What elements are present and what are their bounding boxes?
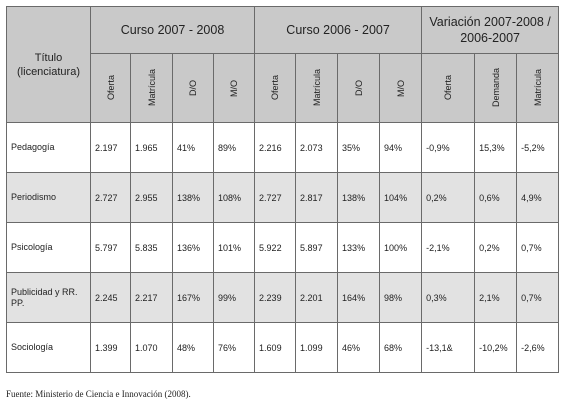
table-cell: -0,9% bbox=[421, 122, 476, 173]
table-cell: -2,1% bbox=[421, 222, 476, 273]
table-cell: 48% bbox=[172, 322, 214, 373]
subheader-label: D/O bbox=[188, 79, 198, 96]
table-cell: 46% bbox=[337, 322, 381, 373]
header-row-subheaders: Oferta Matrícula D/O M/O Oferta Matrícul… bbox=[7, 53, 560, 123]
table-cell: -5,2% bbox=[516, 122, 560, 173]
table-cell: 76% bbox=[212, 322, 256, 373]
subheader-label: D/O bbox=[353, 79, 364, 96]
table-cell: 15,3% bbox=[474, 122, 518, 173]
table-cell: 0,2% bbox=[474, 222, 518, 273]
table-cell: 1.099 bbox=[295, 322, 339, 373]
table-cell: 98% bbox=[379, 272, 423, 323]
table-cell: 136% bbox=[172, 222, 214, 273]
subheader-d-o: D/O bbox=[337, 53, 381, 123]
row-title: Publicidad y RR. PP. bbox=[6, 272, 91, 323]
table-cell: 2.727 bbox=[254, 172, 297, 223]
group-header-2006-2007: Curso 2006 - 2007 bbox=[254, 6, 423, 54]
table-row: Publicidad y RR. PP. 2.245 2.217 167% 99… bbox=[6, 272, 560, 323]
table-cell: 1.609 bbox=[254, 322, 297, 373]
table-cell: -13,1& bbox=[421, 322, 476, 373]
subheader-matricula: Matrícula bbox=[516, 53, 560, 123]
table-cell: 0,7% bbox=[516, 222, 560, 273]
table-cell: 2,1% bbox=[474, 272, 518, 323]
table-cell: 101% bbox=[212, 222, 256, 273]
subheader-demanda: Demanda bbox=[474, 53, 518, 123]
row-title: Psicología bbox=[6, 222, 91, 273]
group-header-variacion: Variación 2007-2008 / 2006-2007 bbox=[421, 6, 560, 54]
subheader-d-o: D/O bbox=[172, 53, 214, 123]
subheader-label: Oferta bbox=[270, 75, 281, 101]
table-cell: 104% bbox=[379, 172, 423, 223]
table-cell: 5.897 bbox=[295, 222, 339, 273]
table-cell: 0,2% bbox=[421, 172, 476, 223]
table-cell: 138% bbox=[172, 172, 214, 223]
table-cell: 2.197 bbox=[90, 122, 131, 173]
subheader-label: Matrícula bbox=[146, 69, 157, 107]
table-row: Sociología 1.399 1.070 48% 76% 1.609 1.0… bbox=[6, 322, 560, 373]
table-cell: 1.399 bbox=[90, 322, 131, 373]
table-cell: 68% bbox=[379, 322, 423, 373]
table-row: Periodismo 2.727 2.955 138% 108% 2.727 2… bbox=[6, 172, 560, 223]
row-title: Pedagogía bbox=[6, 122, 91, 173]
table-cell: 2.245 bbox=[90, 272, 131, 323]
table-cell: 138% bbox=[337, 172, 381, 223]
row-header-label: Título (licenciatura) bbox=[17, 51, 80, 78]
table-cell: 1.070 bbox=[130, 322, 173, 373]
table-cell: -10,2% bbox=[474, 322, 518, 373]
table-cell: 5.922 bbox=[254, 222, 297, 273]
table-cell: -2,6% bbox=[516, 322, 560, 373]
table-cell: 2.817 bbox=[295, 172, 339, 223]
table-cell: 5.797 bbox=[90, 222, 131, 273]
subheader-label: M/O bbox=[395, 79, 406, 97]
subheader-label: Matrícula bbox=[532, 69, 543, 107]
subheader-matricula: Matrícula bbox=[295, 53, 339, 123]
table-row: Psicología 5.797 5.835 136% 101% 5.922 5… bbox=[6, 222, 560, 273]
header-row-groups: Título (licenciatura) Curso 2007 - 2008 … bbox=[6, 6, 560, 123]
table-row: Pedagogía 2.197 1.965 41% 89% 2.216 2.07… bbox=[6, 122, 560, 173]
table-cell: 164% bbox=[337, 272, 381, 323]
row-title: Sociología bbox=[6, 322, 91, 373]
table-cell: 4,9% bbox=[516, 172, 560, 223]
group-header-2007-2008: Curso 2007 - 2008 bbox=[89, 6, 256, 54]
table-cell: 2.073 bbox=[295, 122, 339, 173]
table-cell: 89% bbox=[212, 122, 256, 173]
subheader-label: Demanda bbox=[490, 68, 501, 108]
group-header-label: Curso 2007 - 2008 bbox=[120, 23, 225, 37]
data-table: Título (licenciatura) Curso 2007 - 2008 … bbox=[6, 6, 560, 373]
subheader-label: M/O bbox=[229, 79, 240, 97]
subheader-matricula: Matrícula bbox=[130, 53, 173, 123]
table-cell: 1.965 bbox=[130, 122, 173, 173]
table-cell: 99% bbox=[212, 272, 256, 323]
row-title: Periodismo bbox=[6, 172, 91, 223]
subheader-label: Oferta bbox=[443, 75, 454, 101]
table-cell: 2.955 bbox=[130, 172, 173, 223]
table-cell: 35% bbox=[337, 122, 381, 173]
subheader-oferta: Oferta bbox=[90, 53, 131, 123]
subheader-oferta: Oferta bbox=[421, 53, 476, 123]
table-cell: 94% bbox=[379, 122, 423, 173]
table-cell: 0,7% bbox=[516, 272, 560, 323]
table-cell: 108% bbox=[212, 172, 256, 223]
table-cell: 5.835 bbox=[130, 222, 173, 273]
table-cell: 0,6% bbox=[474, 172, 518, 223]
group-header-label: Curso 2006 - 2007 bbox=[286, 23, 390, 37]
row-header-title: Título (licenciatura) bbox=[6, 6, 91, 123]
table-cell: 100% bbox=[379, 222, 423, 273]
subheader-m-o: M/O bbox=[379, 53, 423, 123]
table-cell: 2.201 bbox=[295, 272, 339, 323]
table-cell: 167% bbox=[172, 272, 214, 323]
subheader-oferta: Oferta bbox=[254, 53, 297, 123]
table-cell: 2.216 bbox=[254, 122, 297, 173]
group-header-label: Variación 2007-2008 / 2006-2007 bbox=[429, 15, 551, 45]
table-cell: 41% bbox=[172, 122, 214, 173]
source-note: Fuente: Ministerio de Ciencia e Innovaci… bbox=[6, 389, 191, 399]
table-cell: 2.239 bbox=[254, 272, 297, 323]
table-cell: 2.727 bbox=[90, 172, 131, 223]
table-cell: 2.217 bbox=[130, 272, 173, 323]
table-cell: 133% bbox=[337, 222, 381, 273]
subheader-m-o: M/O bbox=[212, 53, 256, 123]
table-cell: 0,3% bbox=[421, 272, 476, 323]
subheader-label: Matrícula bbox=[311, 69, 322, 107]
subheader-label: Oferta bbox=[105, 75, 116, 101]
